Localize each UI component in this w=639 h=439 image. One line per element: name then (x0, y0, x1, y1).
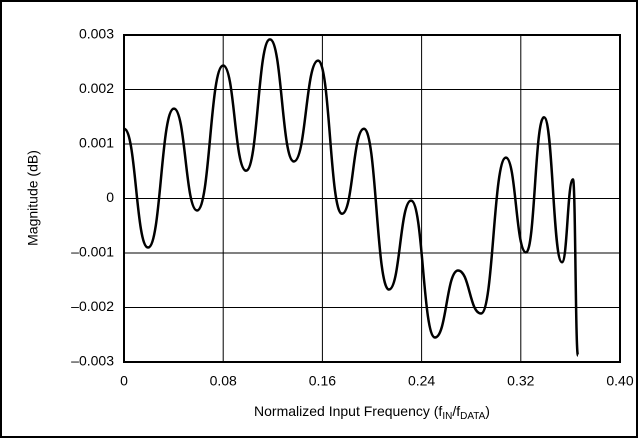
x-label-part: ) (485, 403, 490, 419)
y-tick-label: 0.002 (79, 80, 114, 96)
x-label-sub: DATA (460, 411, 486, 422)
x-label-part: Normalized Input Frequency (f (254, 403, 442, 419)
y-tick-label: 0.001 (79, 135, 114, 151)
x-tick-label: 0.24 (408, 373, 435, 389)
y-axis-label: Magnitude (dB) (25, 150, 41, 246)
y-tick-label: –0.001 (71, 244, 114, 260)
x-tick-label: 0.32 (507, 373, 534, 389)
x-tick-label: 0.40 (606, 373, 633, 389)
x-tick-label: 0.16 (309, 373, 336, 389)
x-tick-label: 0.08 (210, 373, 237, 389)
y-tick-label: –0.003 (71, 353, 114, 369)
x-label-sub: IN (442, 411, 452, 422)
x-axis-label: Normalized Input Frequency (fIN/fDATA) (254, 403, 490, 422)
x-tick-label: 0 (120, 373, 128, 389)
line-series (122, 38, 580, 357)
y-tick-label: –0.002 (71, 298, 114, 314)
x-label-part: /f (452, 403, 460, 419)
plot-frame (123, 34, 621, 363)
y-tick-label: 0 (106, 189, 114, 205)
y-tick-label: 0.003 (79, 26, 114, 42)
